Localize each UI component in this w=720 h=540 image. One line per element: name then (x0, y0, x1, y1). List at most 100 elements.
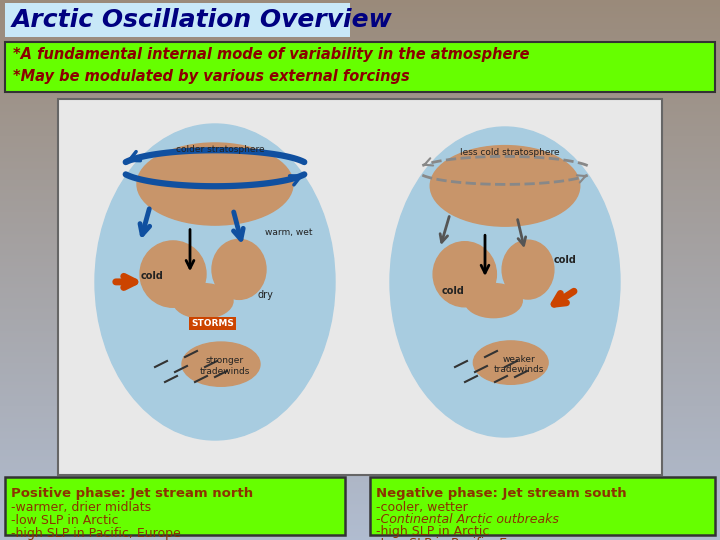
Bar (0, 447, 720, 448)
Bar (0, 400, 720, 401)
Bar (0, 533, 720, 534)
Bar (0, 280, 720, 281)
Bar (0, 199, 720, 200)
Bar (0, 475, 720, 476)
Bar (0, 138, 720, 139)
Bar (0, 374, 720, 375)
Bar (0, 395, 720, 396)
Bar (0, 352, 720, 353)
Bar (0, 445, 720, 446)
Bar (0, 530, 720, 531)
Bar (0, 419, 720, 420)
Bar (0, 373, 720, 374)
Bar (0, 227, 720, 228)
Bar (0, 108, 720, 109)
Bar (0, 234, 720, 235)
Bar (0, 524, 720, 525)
Bar (0, 317, 720, 318)
Bar (0, 204, 720, 205)
Bar (0, 194, 720, 195)
FancyBboxPatch shape (5, 3, 350, 37)
Bar (0, 251, 720, 252)
Ellipse shape (473, 341, 548, 384)
Bar (0, 120, 720, 121)
Bar (0, 308, 720, 309)
Bar (0, 531, 720, 532)
Bar (0, 203, 720, 204)
Bar (0, 123, 720, 124)
Text: warm, wet: warm, wet (266, 227, 313, 237)
Bar (0, 456, 720, 457)
Bar (0, 303, 720, 304)
Bar (0, 40, 720, 41)
Bar (0, 391, 720, 392)
Bar (0, 434, 720, 435)
Bar (0, 153, 720, 154)
Bar (0, 300, 720, 301)
Bar (0, 338, 720, 339)
Bar (0, 15, 720, 16)
Bar (0, 218, 720, 219)
Bar (0, 315, 720, 316)
Bar (0, 321, 720, 322)
Bar (0, 410, 720, 411)
Text: -Continental Arctic outbreaks: -Continental Arctic outbreaks (376, 513, 559, 526)
Bar (0, 233, 720, 234)
Bar (0, 281, 720, 282)
Bar (0, 508, 720, 509)
Bar (0, 436, 720, 437)
Bar (0, 159, 720, 160)
Bar (0, 537, 720, 538)
Bar (0, 363, 720, 364)
Bar (0, 439, 720, 440)
Bar (0, 52, 720, 53)
Bar (0, 72, 720, 73)
Bar (0, 401, 720, 402)
Bar (0, 383, 720, 384)
Bar (0, 327, 720, 328)
Bar (0, 246, 720, 247)
Bar (0, 67, 720, 68)
Bar (0, 125, 720, 126)
Bar (0, 248, 720, 249)
Bar (0, 240, 720, 241)
Bar (0, 127, 720, 128)
Bar (0, 520, 720, 521)
Bar (0, 470, 720, 471)
Bar (0, 267, 720, 268)
Bar (0, 145, 720, 146)
Bar (0, 430, 720, 431)
Text: -high SLP in Arctic: -high SLP in Arctic (376, 525, 490, 538)
Bar (0, 136, 720, 137)
Bar (0, 427, 720, 428)
Bar (0, 268, 720, 269)
Bar (0, 151, 720, 152)
Bar (0, 490, 720, 491)
Bar (0, 190, 720, 191)
Bar (0, 235, 720, 236)
Bar (0, 284, 720, 285)
Bar (0, 529, 720, 530)
Bar (0, 78, 720, 79)
Bar (0, 254, 720, 255)
Bar (0, 269, 720, 270)
Text: less cold stratosphere: less cold stratosphere (460, 148, 560, 157)
Bar (0, 285, 720, 286)
Bar (0, 454, 720, 455)
Bar (0, 76, 720, 77)
Bar (0, 278, 720, 279)
Bar (0, 196, 720, 197)
Bar (0, 29, 720, 30)
Bar (0, 219, 720, 220)
Bar (0, 88, 720, 89)
Bar (0, 241, 720, 242)
Bar (0, 70, 720, 71)
Bar (0, 189, 720, 190)
Bar (0, 242, 720, 243)
Bar (0, 5, 720, 6)
Bar (0, 517, 720, 518)
Text: Positive phase: Jet stream north: Positive phase: Jet stream north (11, 487, 253, 500)
Bar (0, 466, 720, 467)
Bar (0, 182, 720, 183)
Bar (0, 192, 720, 193)
